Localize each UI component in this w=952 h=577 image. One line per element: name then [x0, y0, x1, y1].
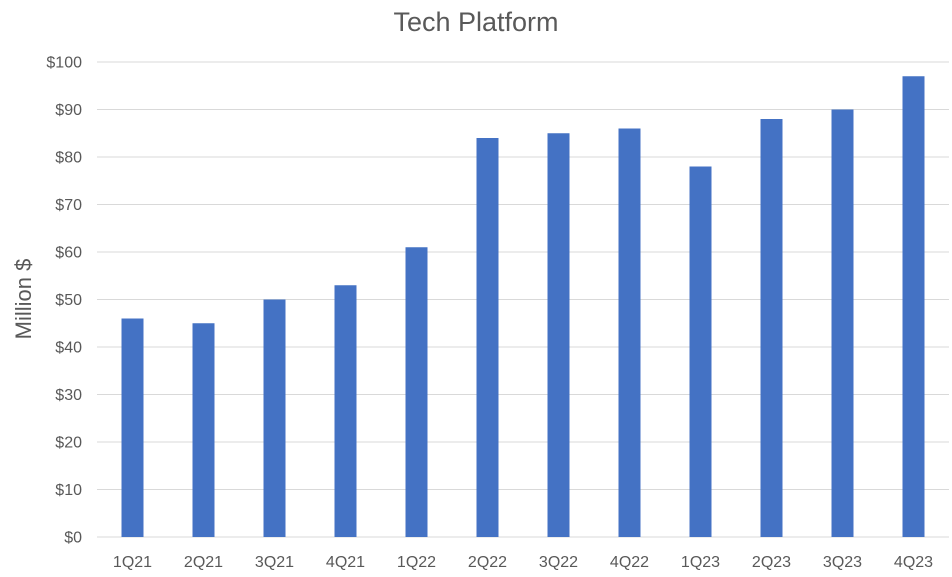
bar-1q22	[405, 247, 428, 537]
bar-1q23	[689, 166, 712, 537]
x-tick-label: 3Q22	[539, 554, 578, 571]
y-axis-ticks: $0 $10 $20 $30 $40 $50 $60 $70 $80 $90 $100	[46, 55, 82, 547]
y-tick-label: $20	[55, 435, 82, 452]
y-tick-label: $50	[55, 292, 82, 309]
x-tick-label: 2Q23	[752, 554, 791, 571]
chart-title: Tech Platform	[393, 7, 558, 37]
x-tick-label: 4Q22	[610, 554, 649, 571]
x-axis-ticks: 1Q21 2Q21 3Q21 4Q21 1Q22 2Q22 3Q22 4Q22 1Q23 2Q23…	[113, 554, 933, 571]
y-tick-label: $100	[46, 55, 82, 72]
x-tick-label: 3Q23	[823, 554, 862, 571]
y-axis-label: Million $	[11, 259, 36, 340]
y-tick-label: $40	[55, 340, 82, 357]
y-tick-label: $10	[55, 482, 82, 499]
bar-3q22	[547, 133, 570, 537]
y-tick-label: $80	[55, 150, 82, 167]
x-tick-label: 3Q21	[255, 554, 294, 571]
y-tick-label: $0	[64, 530, 82, 547]
x-tick-label: 2Q22	[468, 554, 507, 571]
bar-3q23	[831, 109, 854, 537]
gridlines	[97, 61, 949, 538]
bar-4q23	[902, 76, 925, 537]
y-tick-label: $30	[55, 387, 82, 404]
y-tick-label: $70	[55, 197, 82, 214]
bar-4q22	[618, 128, 641, 537]
bar-2q23	[760, 119, 783, 537]
bars	[121, 76, 925, 537]
bar-4q21	[334, 285, 357, 537]
bar-2q22	[476, 138, 499, 537]
x-tick-label: 1Q23	[681, 554, 720, 571]
x-tick-label: 4Q23	[894, 554, 933, 571]
bar-3q21	[263, 299, 286, 537]
x-tick-label: 1Q21	[113, 554, 152, 571]
bar-2q21	[192, 323, 215, 537]
x-tick-label: 2Q21	[184, 554, 223, 571]
y-tick-label: $60	[55, 245, 82, 262]
bar-1q21	[121, 318, 144, 537]
x-tick-label: 1Q22	[397, 554, 436, 571]
x-tick-label: 4Q21	[326, 554, 365, 571]
y-tick-label: $90	[55, 102, 82, 119]
